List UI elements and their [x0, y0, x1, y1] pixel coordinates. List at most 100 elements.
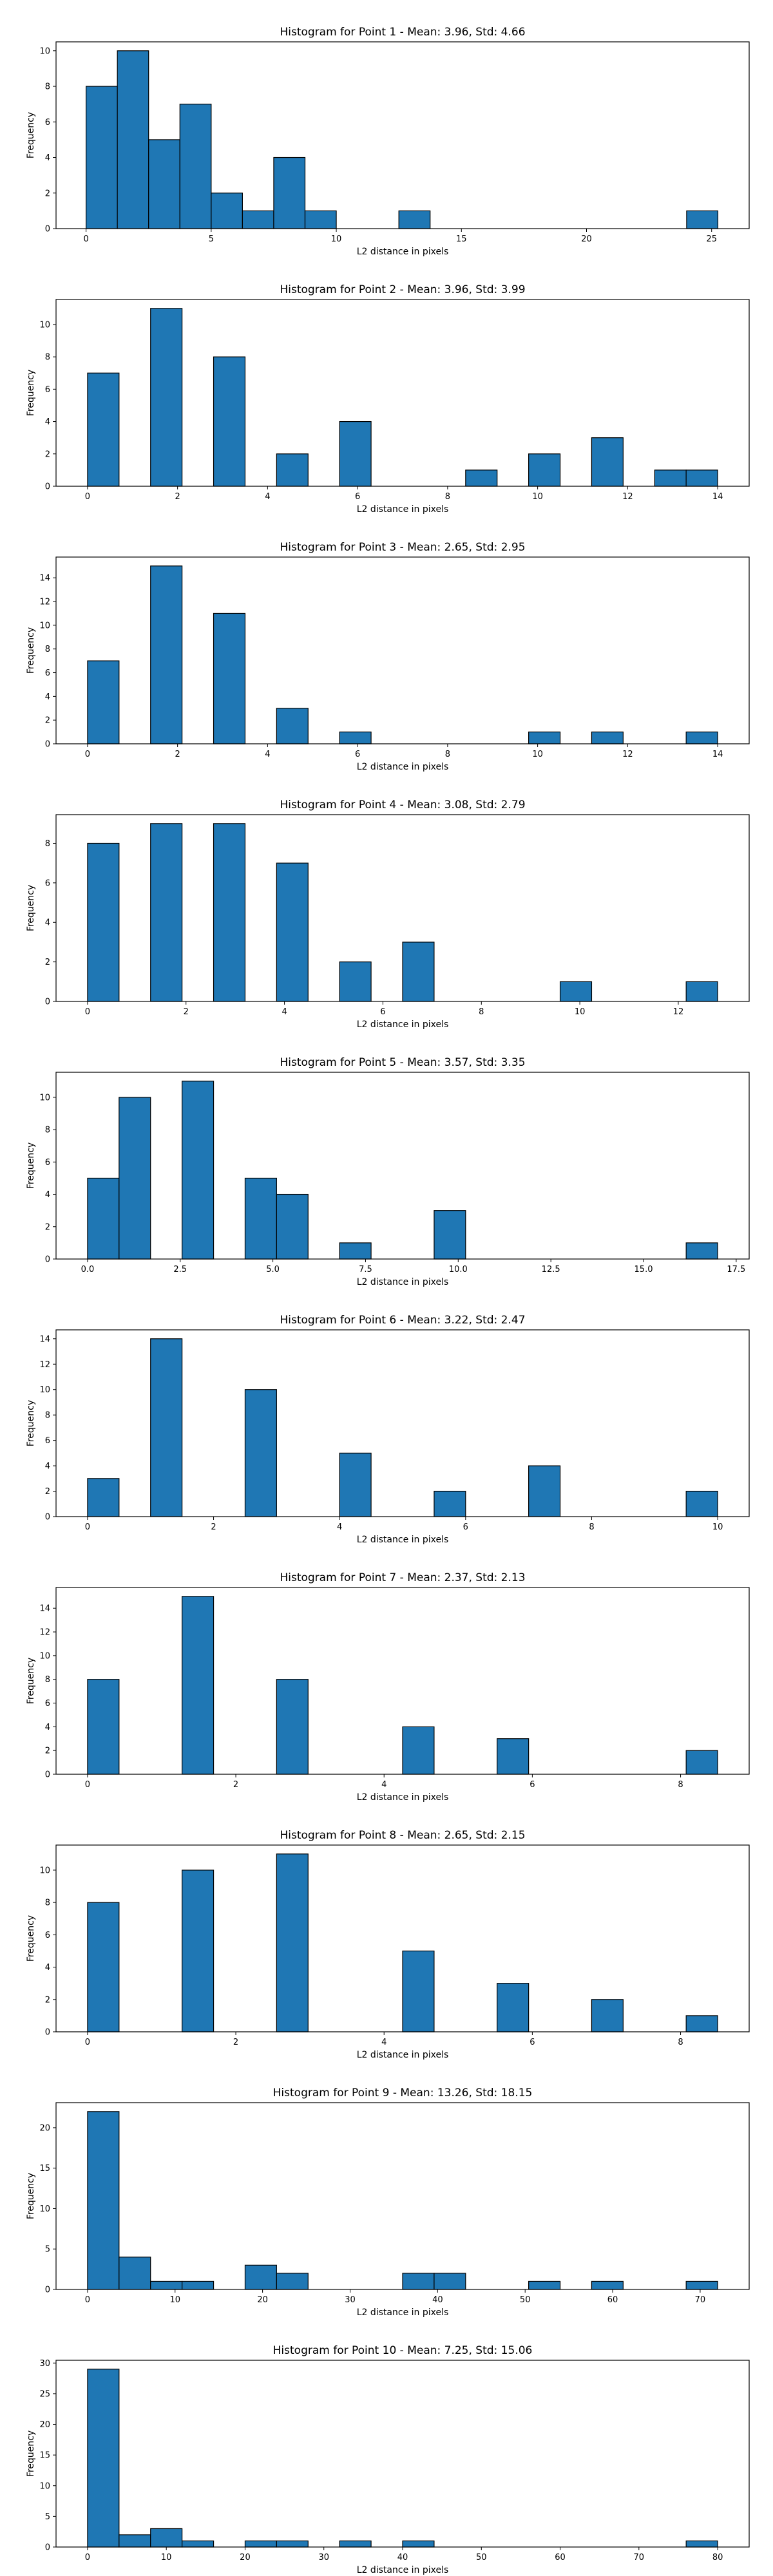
histogram-panel-4: Histogram for Point 4 - Mean: 3.08, Std:…	[26, 799, 750, 1030]
x-axis-label: L2 distance in pixels	[357, 762, 449, 772]
chart-title: Histogram for Point 7 - Mean: 2.37, Std:…	[280, 1571, 525, 1584]
x-tick-label: 0	[85, 1522, 90, 1532]
histogram-bar	[339, 421, 372, 487]
axes-frame	[55, 41, 750, 229]
histogram-bar	[119, 2257, 151, 2290]
histogram-bar	[276, 708, 309, 744]
x-tick-label: 2	[233, 1780, 238, 1790]
y-tick-label: 2	[45, 189, 50, 198]
chart-title: Histogram for Point 5 - Mean: 3.57, Std:…	[280, 1056, 525, 1069]
x-tick-label: 10.0	[449, 1265, 468, 1274]
histogram-bar	[402, 1726, 435, 1775]
histogram-bar	[465, 469, 498, 487]
y-tick-label: 10	[39, 320, 50, 330]
histogram-panel-9: Histogram for Point 9 - Mean: 13.26, Std…	[26, 2087, 750, 2318]
y-tick-label: 6	[45, 1158, 50, 1168]
y-tick-label: 6	[45, 118, 50, 128]
x-tick-label: 12	[673, 1007, 684, 1017]
histogram-bar	[86, 86, 118, 229]
y-tick-label: 6	[45, 1699, 50, 1709]
x-tick-label: 6	[380, 1007, 385, 1017]
x-tick-label: 20	[257, 2295, 268, 2305]
histogram-bar	[591, 437, 624, 487]
histogram-bar	[686, 210, 719, 229]
histogram-bar	[402, 2540, 435, 2548]
x-axis-label: L2 distance in pixels	[357, 1277, 449, 1287]
x-axis-label: L2 distance in pixels	[357, 1019, 449, 1030]
x-tick-label: 20	[240, 2553, 251, 2562]
histogram-bar	[685, 731, 718, 744]
y-axis-label: Frequency	[26, 2173, 36, 2219]
y-tick-label: 2	[45, 1995, 50, 2005]
y-tick-label: 8	[45, 1411, 50, 1421]
histogram-bar	[242, 210, 274, 229]
x-tick-label: 12.5	[542, 1265, 560, 1274]
histogram-bar	[304, 210, 337, 229]
histogram-panel-5: Histogram for Point 5 - Mean: 3.57, Std:…	[26, 1056, 750, 1287]
axes-frame	[55, 1329, 750, 1517]
x-tick-label: 60	[607, 2295, 618, 2305]
y-tick-label: 0	[45, 2286, 50, 2295]
y-tick-label: 0	[45, 482, 50, 492]
y-axis-label: Frequency	[26, 370, 36, 416]
histogram-bar	[117, 50, 149, 229]
y-tick-label: 10	[39, 621, 50, 630]
x-tick-label: 40	[397, 2553, 408, 2562]
axes-frame	[55, 1072, 750, 1260]
histogram-bar	[528, 2280, 561, 2290]
x-tick-label: 8	[589, 1522, 594, 1532]
y-tick-label: 4	[45, 153, 50, 163]
y-tick-label: 2	[45, 1487, 50, 1497]
axes-frame	[55, 814, 750, 1002]
x-tick-label: 60	[555, 2553, 566, 2562]
x-tick-label: 6	[463, 1522, 468, 1532]
histogram-bar	[150, 2280, 183, 2290]
y-tick-label: 2	[45, 1747, 50, 1756]
y-tick-label: 4	[45, 1963, 50, 1973]
histogram-bar	[402, 2273, 435, 2290]
histogram-bar	[87, 660, 120, 744]
axes-frame	[55, 2360, 750, 2548]
y-tick-label: 12	[39, 598, 50, 607]
histogram-bar	[339, 1452, 372, 1517]
y-tick-label: 4	[45, 417, 50, 427]
x-tick-label: 2	[175, 492, 180, 502]
y-tick-label: 4	[45, 1462, 50, 1472]
histogram-panel-2: Histogram for Point 2 - Mean: 3.96, Std:…	[26, 283, 750, 515]
histogram-bar	[528, 453, 561, 487]
histogram-bar	[244, 1177, 277, 1260]
y-tick-label: 4	[45, 1190, 50, 1200]
axes-frame	[55, 299, 750, 487]
histogram-bar	[685, 981, 718, 1002]
y-tick-label: 4	[45, 918, 50, 928]
x-tick-label: 40	[432, 2295, 443, 2305]
x-tick-label: 4	[337, 1522, 342, 1532]
y-tick-label: 0	[45, 998, 50, 1007]
y-tick-label: 20	[39, 2420, 50, 2430]
x-tick-label: 10	[169, 2295, 180, 2305]
y-tick-label: 2	[45, 450, 50, 459]
y-axis-label: Frequency	[26, 1400, 36, 1446]
histogram-panel-6: Histogram for Point 6 - Mean: 3.22, Std:…	[26, 1314, 750, 1545]
y-tick-label: 6	[45, 1931, 50, 1940]
histogram-bar	[591, 1999, 624, 2032]
histogram-panel-3: Histogram for Point 3 - Mean: 2.65, Std:…	[26, 541, 750, 772]
x-tick-label: 8	[678, 1780, 683, 1790]
histogram-bar	[685, 1242, 718, 1260]
y-tick-label: 8	[45, 353, 50, 363]
y-axis-label: Frequency	[26, 627, 36, 674]
chart-title: Histogram for Point 4 - Mean: 3.08, Std:…	[280, 799, 525, 811]
histogram-panel-8: Histogram for Point 8 - Mean: 2.65, Std:…	[26, 1829, 750, 2060]
x-tick-label: 4	[265, 750, 270, 759]
x-tick-label: 7.5	[359, 1265, 372, 1274]
x-tick-label: 70	[634, 2553, 645, 2562]
histogram-bar	[276, 862, 309, 1002]
x-tick-label: 6	[530, 2038, 535, 2047]
histogram-bar	[211, 193, 243, 229]
x-tick-label: 17.5	[727, 1265, 745, 1274]
histogram-bar	[402, 942, 435, 1002]
y-axis-label: Frequency	[26, 112, 36, 158]
y-tick-label: 8	[45, 1899, 50, 1908]
y-tick-label: 0	[45, 1255, 50, 1265]
x-axis-label: L2 distance in pixels	[357, 504, 449, 515]
